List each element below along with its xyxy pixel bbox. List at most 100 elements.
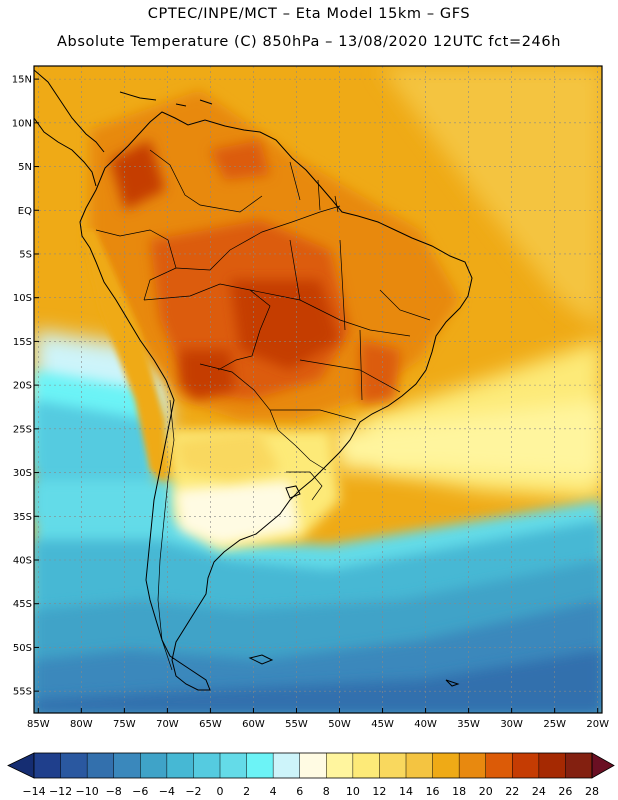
border-chile-argentina [157,399,175,671]
chart-title-line-1: CPTEC/INPE/MCT – Eta Model 15km – GFS [147,6,471,22]
border-brazil-north [175,205,341,271]
latitude-labels: 15N 10N 5N EQ 5S 10S 15S 20S 25S 30S 35S 40S 45S 50S 5… [12,75,39,698]
caribbean-islands [119,91,213,107]
colorbar-label: −8 [106,785,122,798]
colorbar-frame [33,752,593,779]
colorbar-label: 16 [426,785,440,798]
lon-tick-label: 50W [328,719,351,730]
central-america-pacific-coast [34,117,97,187]
colorbar-min-arrow [7,752,35,779]
colorbar-label: −12 [49,785,72,798]
lat-tick-label: 55S [13,687,32,698]
lon-tick-label: 40W [414,719,437,730]
temperature-field [34,66,602,713]
colorbar-label: 0 [217,785,224,798]
colorbar-max-arrow [591,752,615,779]
coastlines [34,69,473,691]
lon-tick-label: 65W [199,719,222,730]
colorbar-label: 12 [372,785,386,798]
south-georgia [445,679,460,687]
lat-tick-label: 10S [13,293,32,304]
colorbar-swatch [459,753,487,778]
falklands [248,654,274,665]
lon-tick-label: 70W [156,719,179,730]
colorbar-label: 10 [346,785,360,798]
lat-tick-label: 5N [18,162,32,173]
colorbar-swatch [87,753,115,778]
border-colombia-peru-ecuador [95,229,177,301]
colorbar-swatch [432,753,460,778]
colorbar-swatch [406,753,434,778]
colorbar-swatch [140,753,168,778]
colorbar-swatch [299,753,327,778]
lat-tick-label: 15N [12,75,32,86]
central-america-coastline [34,69,105,153]
colorbar-label: 28 [585,785,599,798]
border-brazil-states [249,239,431,421]
lon-tick-label: 80W [70,719,93,730]
colorbar: −14 −12 −10 −8 −6 −4 −2 0 2 4 6 8 10 12 14 16 18 20 22 24 26… [7,752,615,798]
colorbar-swatch [273,753,301,778]
border-guianas [289,161,339,213]
lon-tick-label: 75W [113,719,136,730]
border-uruguay [286,471,323,501]
border-peru-bolivia-brazil [143,283,271,371]
colorbar-label: −10 [76,785,99,798]
lon-tick-label: 20W [586,719,609,730]
colorbar-swatch [166,753,194,778]
lat-tick-label: 40S [13,555,32,566]
lon-tick-label: 55W [285,719,308,730]
colorbar-swatch [113,753,141,778]
lat-tick-label: 45S [13,599,32,610]
lat-tick-label: 20S [13,381,32,392]
colorbar-label: 24 [532,785,546,798]
colorbar-label: 20 [479,785,493,798]
colorbar-swatch [485,753,513,778]
colorbar-swatch [538,753,566,778]
chart-title-line-2: Absolute Temperature (C) 850hPa – 13/08/… [57,34,561,50]
map-frame [33,65,603,714]
colorbar-label: −14 [22,785,45,798]
colorbar-swatch [60,753,88,778]
lon-tick-label: 60W [242,719,265,730]
colorbar-label: 8 [323,785,330,798]
colorbar-label: 22 [505,785,519,798]
colorbar-label: 4 [270,785,277,798]
lat-tick-label: EQ [18,206,32,217]
colorbar-swatch [34,753,62,778]
colorbar-label: 18 [452,785,466,798]
longitude-labels: 85W 80W 75W 70W 65W 60W 55W 50W 45W 40W 35W 30W 25W 2… [27,708,609,730]
colorbar-label: 14 [399,785,413,798]
lat-tick-label: 30S [13,468,32,479]
south-america-coastline [79,111,473,691]
colorbar-swatch [193,753,221,778]
lat-tick-label: 10N [12,118,32,129]
lat-tick-label: 35S [13,512,32,523]
lagoa-dos-patos [285,485,301,499]
lon-tick-label: 25W [543,719,566,730]
colorbar-swatch [220,753,248,778]
lon-tick-label: 35W [457,719,480,730]
lat-tick-label: 50S [13,643,32,654]
lat-tick-label: 25S [13,424,32,435]
border-argentina-paraguay-brazil [277,429,327,471]
lon-tick-label: 85W [27,719,50,730]
colorbar-label: −2 [185,785,201,798]
colorbar-label: 26 [558,785,572,798]
colorbar-label: 6 [296,785,303,798]
lat-tick-label: 5S [19,249,32,260]
country-borders [95,149,431,671]
colorbar-label: 2 [243,785,250,798]
colorbar-swatch [246,753,274,778]
colorbar-swatch [379,753,407,778]
border-colombia-venezuela [149,149,263,213]
colorbar-label: −6 [132,785,148,798]
border-bolivia-paraguay [199,363,279,431]
colorbar-swatch [512,753,540,778]
colorbar-swatch [565,753,593,778]
colorbar-swatch [326,753,354,778]
lat-tick-label: 15S [13,337,32,348]
colorbar-label: −4 [159,785,175,798]
